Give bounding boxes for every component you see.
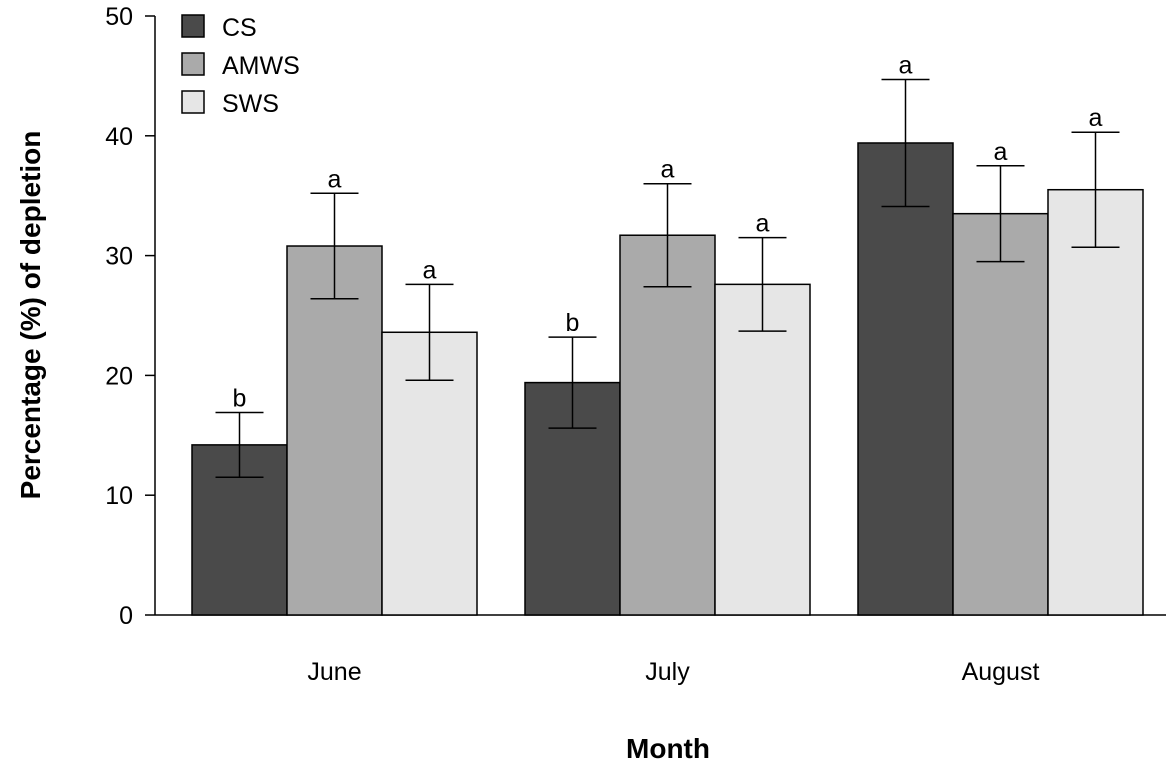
y-tick-label: 20 (105, 362, 133, 390)
bar-sws-july (714, 283, 811, 616)
error-bars (215, 78, 1120, 478)
y-tick-label: 0 (119, 602, 133, 630)
legend-label-cs: CS (222, 14, 257, 42)
bar-cs-august (857, 142, 954, 616)
significance-label: a (899, 51, 913, 79)
bar-amws-june (286, 245, 383, 616)
legend-label-sws: SWS (222, 90, 279, 118)
y-ticks: 0 10 20 30 40 50 (105, 3, 155, 630)
significance-label: b (233, 385, 247, 413)
y-tick-label: 40 (105, 123, 133, 151)
y-axis-title: Percentage (%) of depletion (15, 131, 46, 500)
legend-swatch-sws (181, 90, 205, 114)
legend-label-amws: AMWS (222, 52, 300, 80)
bar-sws-august (1047, 188, 1144, 616)
x-category-label: August (962, 658, 1040, 686)
significance-label: a (661, 156, 675, 184)
significance-label: a (423, 256, 437, 284)
y-tick-label: 30 (105, 243, 133, 271)
x-axis-title: Month (626, 733, 710, 764)
x-category-labels: June July August (307, 658, 1039, 686)
legend-swatch-cs (181, 14, 205, 38)
x-category-label: July (645, 658, 690, 686)
significance-label: b (566, 309, 580, 337)
legend: CS AMWS SWS (181, 14, 300, 118)
significance-labels: b b a a a a a a a (233, 51, 1103, 412)
y-tick-label: 10 (105, 482, 133, 510)
bar-amws-july (619, 234, 716, 616)
significance-label: a (756, 210, 770, 238)
bar-amws-august (952, 212, 1049, 616)
significance-label: a (328, 165, 342, 193)
significance-label: a (994, 138, 1008, 166)
y-tick-label: 50 (105, 3, 133, 31)
x-category-label: June (307, 658, 361, 686)
significance-label: a (1089, 104, 1103, 132)
legend-swatch-amws (181, 52, 205, 76)
